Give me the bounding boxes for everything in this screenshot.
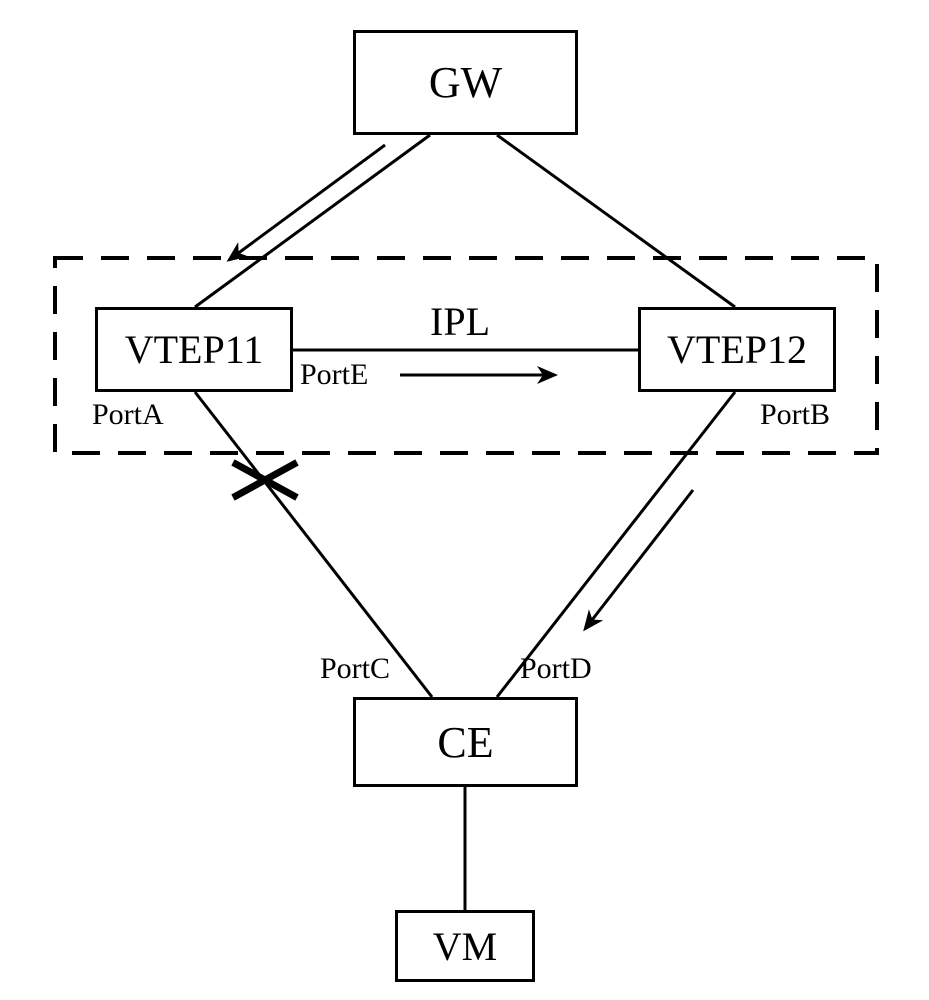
node-ce: CE: [353, 697, 578, 787]
diagram-canvas: GW VTEP11 VTEP12 CE VM IPL PortE PortA P…: [0, 0, 929, 1000]
label-porte: PortE: [300, 358, 368, 392]
arrow-line: [585, 490, 693, 629]
node-vm: VM: [395, 910, 535, 982]
node-vm-label: VM: [433, 923, 497, 970]
node-vtep12-label: VTEP12: [667, 326, 807, 373]
label-ipl: IPL: [430, 298, 490, 345]
edge-line: [497, 135, 735, 307]
label-porta: PortA: [92, 398, 164, 432]
edges-layer: [0, 0, 929, 1000]
arrow-line: [229, 145, 385, 260]
edge-line: [195, 392, 432, 697]
node-ce-label: CE: [437, 717, 493, 768]
label-portb: PortB: [760, 398, 830, 432]
node-gw-label: GW: [429, 57, 502, 108]
node-vtep12: VTEP12: [638, 307, 836, 392]
edge-line: [195, 135, 430, 307]
node-vtep11: VTEP11: [95, 307, 293, 392]
cross-icon: [233, 462, 297, 497]
cross-icon: [233, 462, 297, 497]
node-gw: GW: [353, 30, 578, 135]
label-portc: PortC: [320, 652, 390, 686]
node-vtep11-label: VTEP11: [125, 326, 264, 373]
label-portd: PortD: [520, 652, 592, 686]
